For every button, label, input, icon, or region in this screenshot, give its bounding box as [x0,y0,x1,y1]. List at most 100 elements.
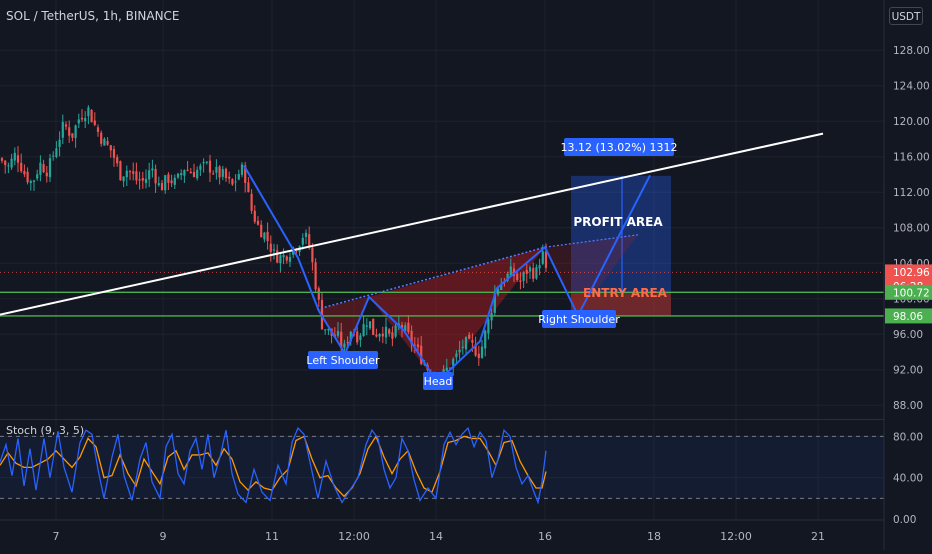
candle-body [215,166,218,173]
candle-body [413,344,416,346]
candle-body [356,331,359,343]
candle-body [336,331,340,336]
price-tick-label: 124.00 [893,81,930,93]
candle-body [372,318,375,335]
pattern-zigzag[interactable] [243,165,651,384]
candle-body [516,273,519,280]
candle-body [13,152,16,161]
candle-body [20,162,23,172]
candle-body [148,170,151,180]
candle-body [234,181,237,183]
stoch-label: Stoch (9, 3, 5) [6,424,84,437]
measure-label: 13.12 (13.02%) 1312 [560,141,677,154]
candle-body [532,268,535,279]
candle-body [461,346,464,348]
price-tag [885,284,932,300]
candle-body [522,272,525,281]
candle-body [23,170,26,175]
candle-body [77,119,80,124]
candle-body [39,162,42,175]
price-tick-label: 92.00 [893,365,923,377]
candle-body [272,249,276,251]
head-label-bg [423,372,453,390]
candle-body [170,180,173,184]
candle-body [247,182,250,192]
candle-body [26,171,29,183]
trendline[interactable] [0,132,824,316]
candle-body [308,234,311,248]
candle-body [157,183,160,186]
candle-body [317,288,320,300]
candle-body [253,210,256,222]
profit-area-label: PROFIT AREA [573,215,663,229]
right-shoulder-label-bg [542,310,616,328]
left-shoulder-label-bg [308,351,378,369]
candle-body [541,251,544,264]
stoch-tick-label: 40.00 [893,473,923,485]
candle-body [164,175,167,191]
candle-body [391,332,394,339]
time-tick-label: 18 [647,530,661,543]
candle-body [208,160,212,173]
candle-body [228,176,231,179]
candle-body [477,353,480,359]
candle-body [244,165,247,183]
candle-body [285,256,288,261]
candle-body [509,266,512,276]
candle-body [525,269,528,274]
candle-body [240,164,244,175]
symbol-label[interactable]: SOL / TetherUS, 1h, BINANCE [6,9,180,23]
time-axis-bg [0,520,884,550]
candle-body [512,268,516,276]
price-tick-label: 108.00 [893,223,930,235]
candle-body [288,257,292,262]
candle-body [116,157,119,164]
price-tag-value: 98.06 [893,311,923,323]
candle-body [52,155,55,157]
candle-body [260,224,263,238]
candle-body [100,132,103,144]
stoch-band [0,436,884,499]
candle-body [445,367,448,371]
stoch-k-line [0,426,547,505]
candle-body [301,237,304,245]
time-tick-label: 16 [538,530,552,543]
stochastic-pane: Stoch (9, 3, 5) [0,424,884,505]
candle-body [266,231,269,242]
candle-body [269,243,272,252]
price-tick-label: 120.00 [893,116,930,128]
candle-body [173,177,176,185]
candle-body [132,171,135,174]
candle-body [282,255,285,258]
drawing-lines[interactable] [0,132,884,384]
candle-body [394,325,397,337]
candle-body [106,141,109,145]
candle-body [84,118,87,122]
candle-body [93,120,96,125]
candle-body [48,158,52,178]
candle-body [544,251,548,268]
candle-body [237,174,240,180]
candle-body [125,170,128,178]
candle-body [212,173,215,175]
candle-body [144,178,148,183]
price-tick-label: 88.00 [893,400,923,412]
candle-body [87,107,90,117]
candle-body [154,169,157,184]
candle-body [199,165,202,170]
candle-body [420,345,423,365]
candle-body [458,349,461,353]
candle-body [324,329,327,331]
candle-body [128,171,132,173]
candle-body [538,265,541,269]
currency-button[interactable]: USDT [889,7,923,25]
time-tick-label: 14 [429,530,443,543]
candle-body [500,283,503,290]
candle-body [400,324,404,329]
candle-body [362,324,365,336]
candle-body [189,171,192,174]
candle-body [183,170,186,176]
